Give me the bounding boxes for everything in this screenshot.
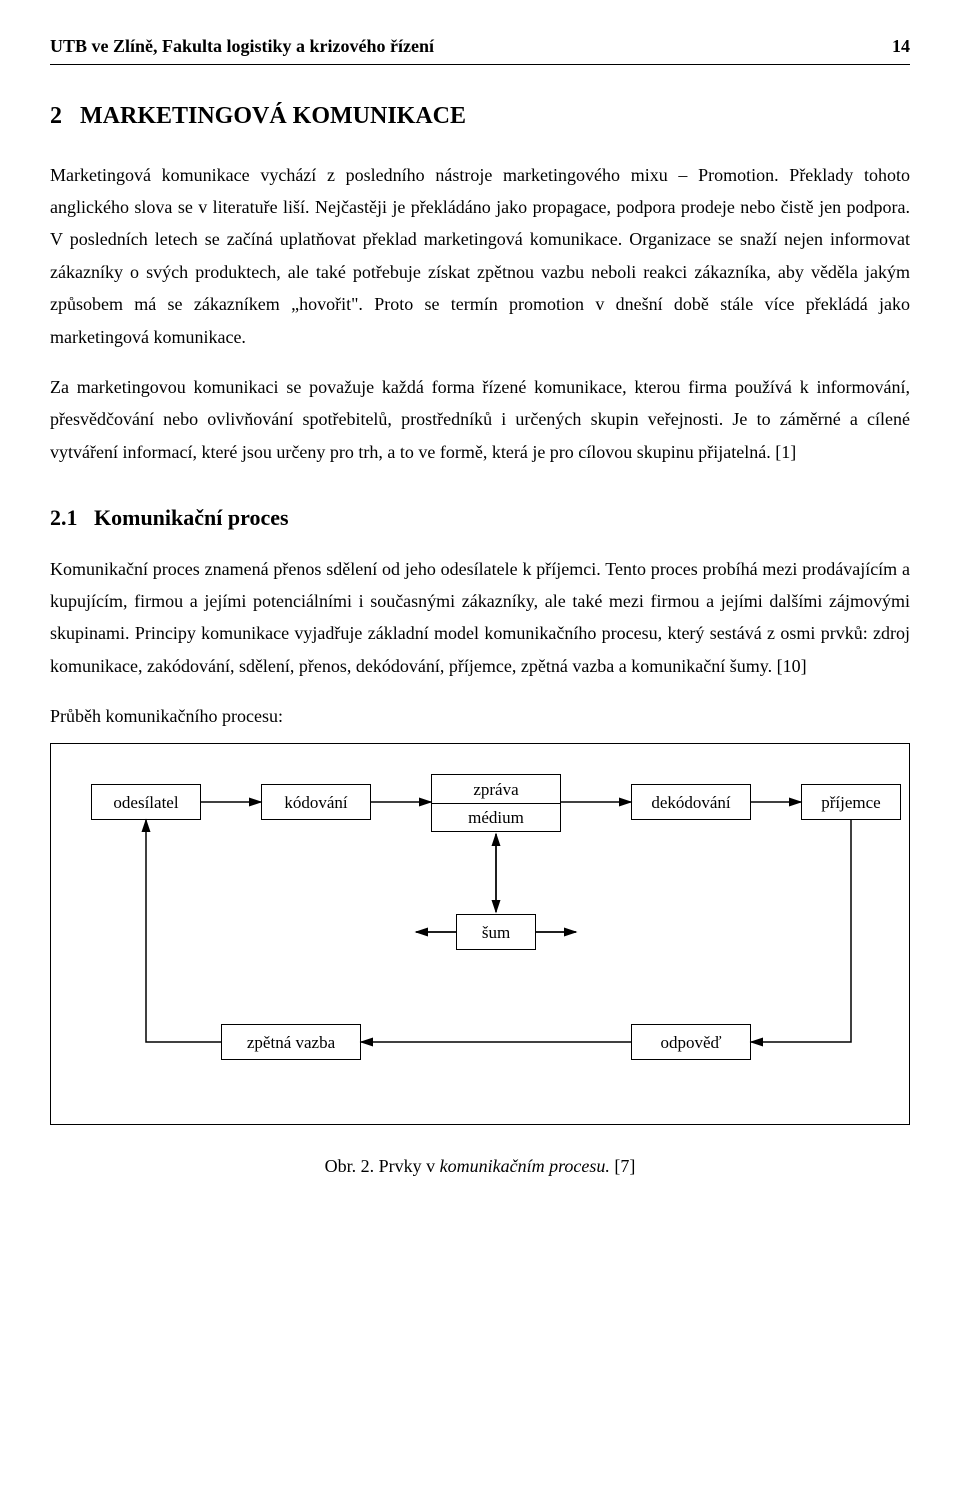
- section-title: Komunikační proces: [94, 505, 289, 530]
- paragraph-3: Komunikační proces znamená přenos sdělen…: [50, 553, 910, 683]
- paragraph-2: Za marketingovou komunikaci se považuje …: [50, 371, 910, 468]
- caption-suffix: [7]: [610, 1156, 636, 1176]
- process-diagram: odesílatelkódovánízprávamédiumdekódování…: [50, 743, 910, 1125]
- diagram-arrows: [71, 774, 889, 1104]
- chapter-heading: 2 MARKETINGOVÁ KOMUNIKACE: [50, 95, 910, 138]
- figure-caption: Obr. 2. Prvky v komunikačním procesu. [7…: [50, 1150, 910, 1182]
- section-number: 2.1: [50, 505, 78, 530]
- chapter-number: 2: [50, 103, 62, 129]
- caption-italic: komunikačním procesu.: [440, 1156, 610, 1176]
- caption-prefix: Obr. 2. Prvky v: [325, 1156, 440, 1176]
- paragraph-1: Marketingová komunikace vychází z posled…: [50, 159, 910, 353]
- page-number: 14: [892, 30, 910, 62]
- header-left: UTB ve Zlíně, Fakulta logistiky a krizov…: [50, 30, 434, 62]
- chapter-title: MARKETINGOVÁ KOMUNIKACE: [80, 103, 466, 129]
- page-header: UTB ve Zlíně, Fakulta logistiky a krizov…: [50, 30, 910, 65]
- diagram-intro: Průběh komunikačního procesu:: [50, 700, 910, 732]
- section-heading: 2.1 Komunikační proces: [50, 498, 910, 538]
